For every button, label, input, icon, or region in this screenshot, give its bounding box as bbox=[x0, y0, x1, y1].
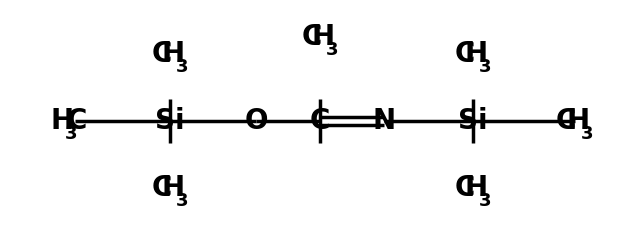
Text: H: H bbox=[311, 23, 334, 51]
Text: H: H bbox=[161, 174, 184, 202]
Text: 3: 3 bbox=[176, 192, 189, 210]
Text: C: C bbox=[67, 107, 87, 135]
Text: H: H bbox=[464, 174, 487, 202]
Text: 3: 3 bbox=[479, 58, 491, 76]
Text: C: C bbox=[152, 40, 172, 68]
Text: O: O bbox=[244, 107, 268, 135]
Text: C: C bbox=[152, 174, 172, 202]
Text: 3: 3 bbox=[65, 125, 77, 143]
Text: 3: 3 bbox=[580, 125, 593, 143]
Text: H: H bbox=[161, 40, 184, 68]
Text: 3: 3 bbox=[479, 192, 491, 210]
Text: H: H bbox=[566, 107, 589, 135]
Text: C: C bbox=[454, 40, 474, 68]
Text: C: C bbox=[301, 23, 321, 51]
Text: 3: 3 bbox=[326, 41, 338, 60]
Text: Si: Si bbox=[156, 107, 185, 135]
Text: C: C bbox=[454, 174, 474, 202]
Text: 3: 3 bbox=[176, 58, 189, 76]
Text: C: C bbox=[310, 107, 330, 135]
Text: H: H bbox=[464, 40, 487, 68]
Text: N: N bbox=[372, 107, 396, 135]
Text: H: H bbox=[51, 107, 74, 135]
Text: C: C bbox=[556, 107, 577, 135]
Text: Si: Si bbox=[458, 107, 488, 135]
